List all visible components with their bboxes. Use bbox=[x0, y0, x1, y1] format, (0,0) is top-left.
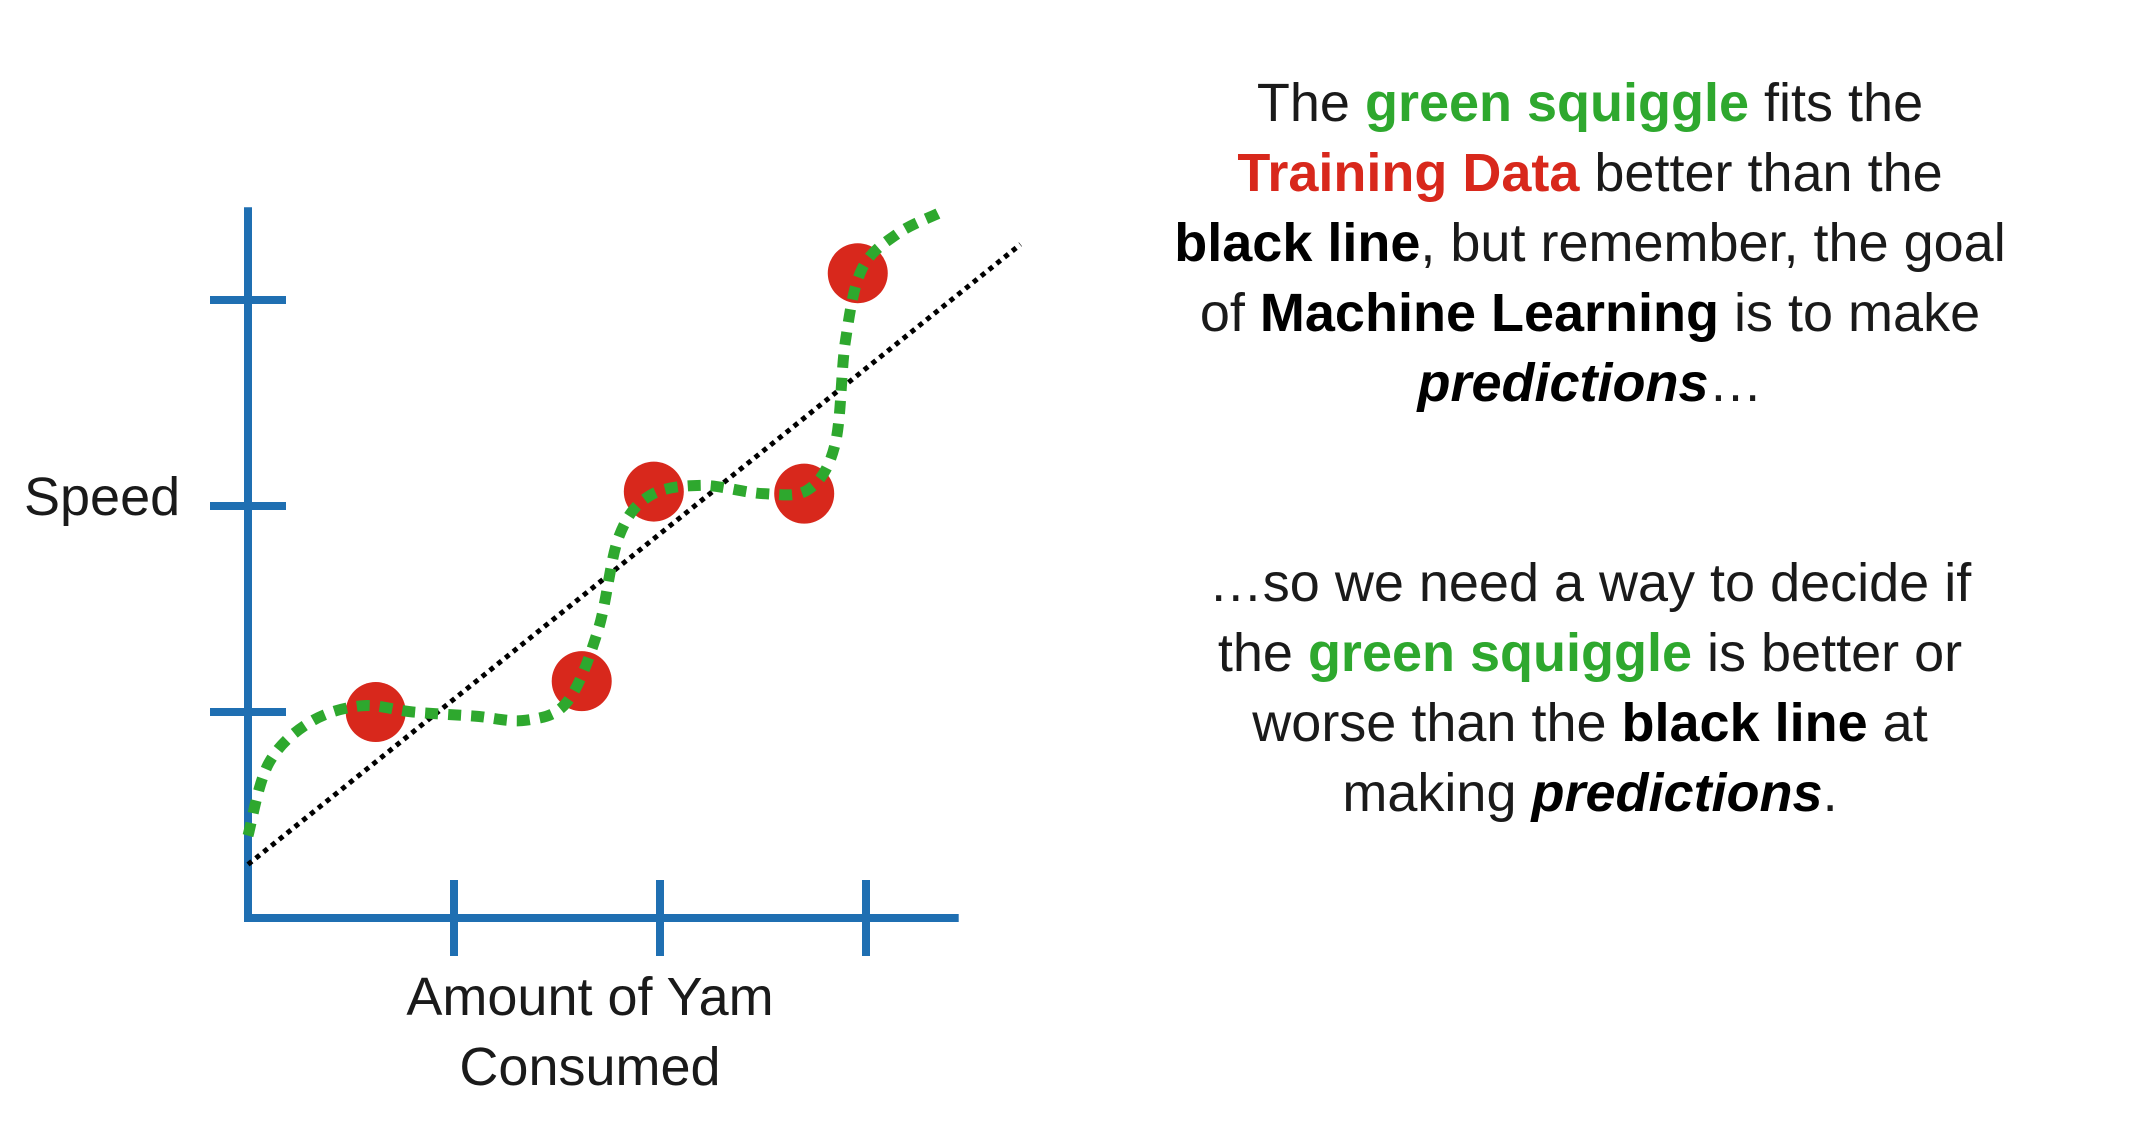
black-line-term: black line bbox=[1621, 693, 1868, 753]
paragraph-2-line-2: the green squiggle is better or bbox=[1217, 623, 1963, 683]
explanation-paragraph-1: The green squiggle fits the Training Dat… bbox=[1110, 68, 2070, 418]
y-axis-label: Speed bbox=[24, 467, 181, 527]
paragraph-1-line-3: black line, but remember, the goal bbox=[1174, 213, 2006, 273]
predictions-term: predictions bbox=[1417, 353, 1709, 413]
paragraph-2-line-4: making predictions. bbox=[1342, 763, 1838, 823]
training-data-term: Training Data bbox=[1237, 143, 1580, 203]
green-squiggle-layer bbox=[242, 208, 941, 838]
green-squiggle-term: green squiggle bbox=[1307, 623, 1693, 683]
axes bbox=[210, 207, 959, 956]
black-line-term: black line bbox=[1174, 213, 1421, 273]
training-data-point bbox=[345, 682, 406, 742]
paragraph-2-line-1: …so we need a way to decide if bbox=[1208, 553, 1972, 613]
x-axis-label: Amount of Yam Consumed bbox=[406, 967, 774, 1098]
paragraph-1-line-4: of Machine Learning is to make bbox=[1199, 283, 1981, 343]
predictions-term: predictions bbox=[1531, 763, 1823, 823]
paragraph-1-line-5: predictions… bbox=[1417, 353, 1763, 413]
explanation-paragraph-2: …so we need a way to decide if the green… bbox=[1110, 548, 2070, 828]
black-fit-line-layer bbox=[246, 242, 1023, 867]
green-squiggle-term: green squiggle bbox=[1364, 73, 1750, 133]
machine-learning-term: Machine Learning bbox=[1259, 283, 1720, 343]
green-squiggle bbox=[242, 208, 941, 838]
paragraph-1-line-2: Training Data better than the bbox=[1237, 143, 1943, 203]
paragraph-1-line-1: The green squiggle fits the bbox=[1256, 73, 1924, 133]
black-fit-line bbox=[246, 242, 1023, 867]
paragraph-2-line-3: worse than the black line at bbox=[1252, 693, 1928, 753]
